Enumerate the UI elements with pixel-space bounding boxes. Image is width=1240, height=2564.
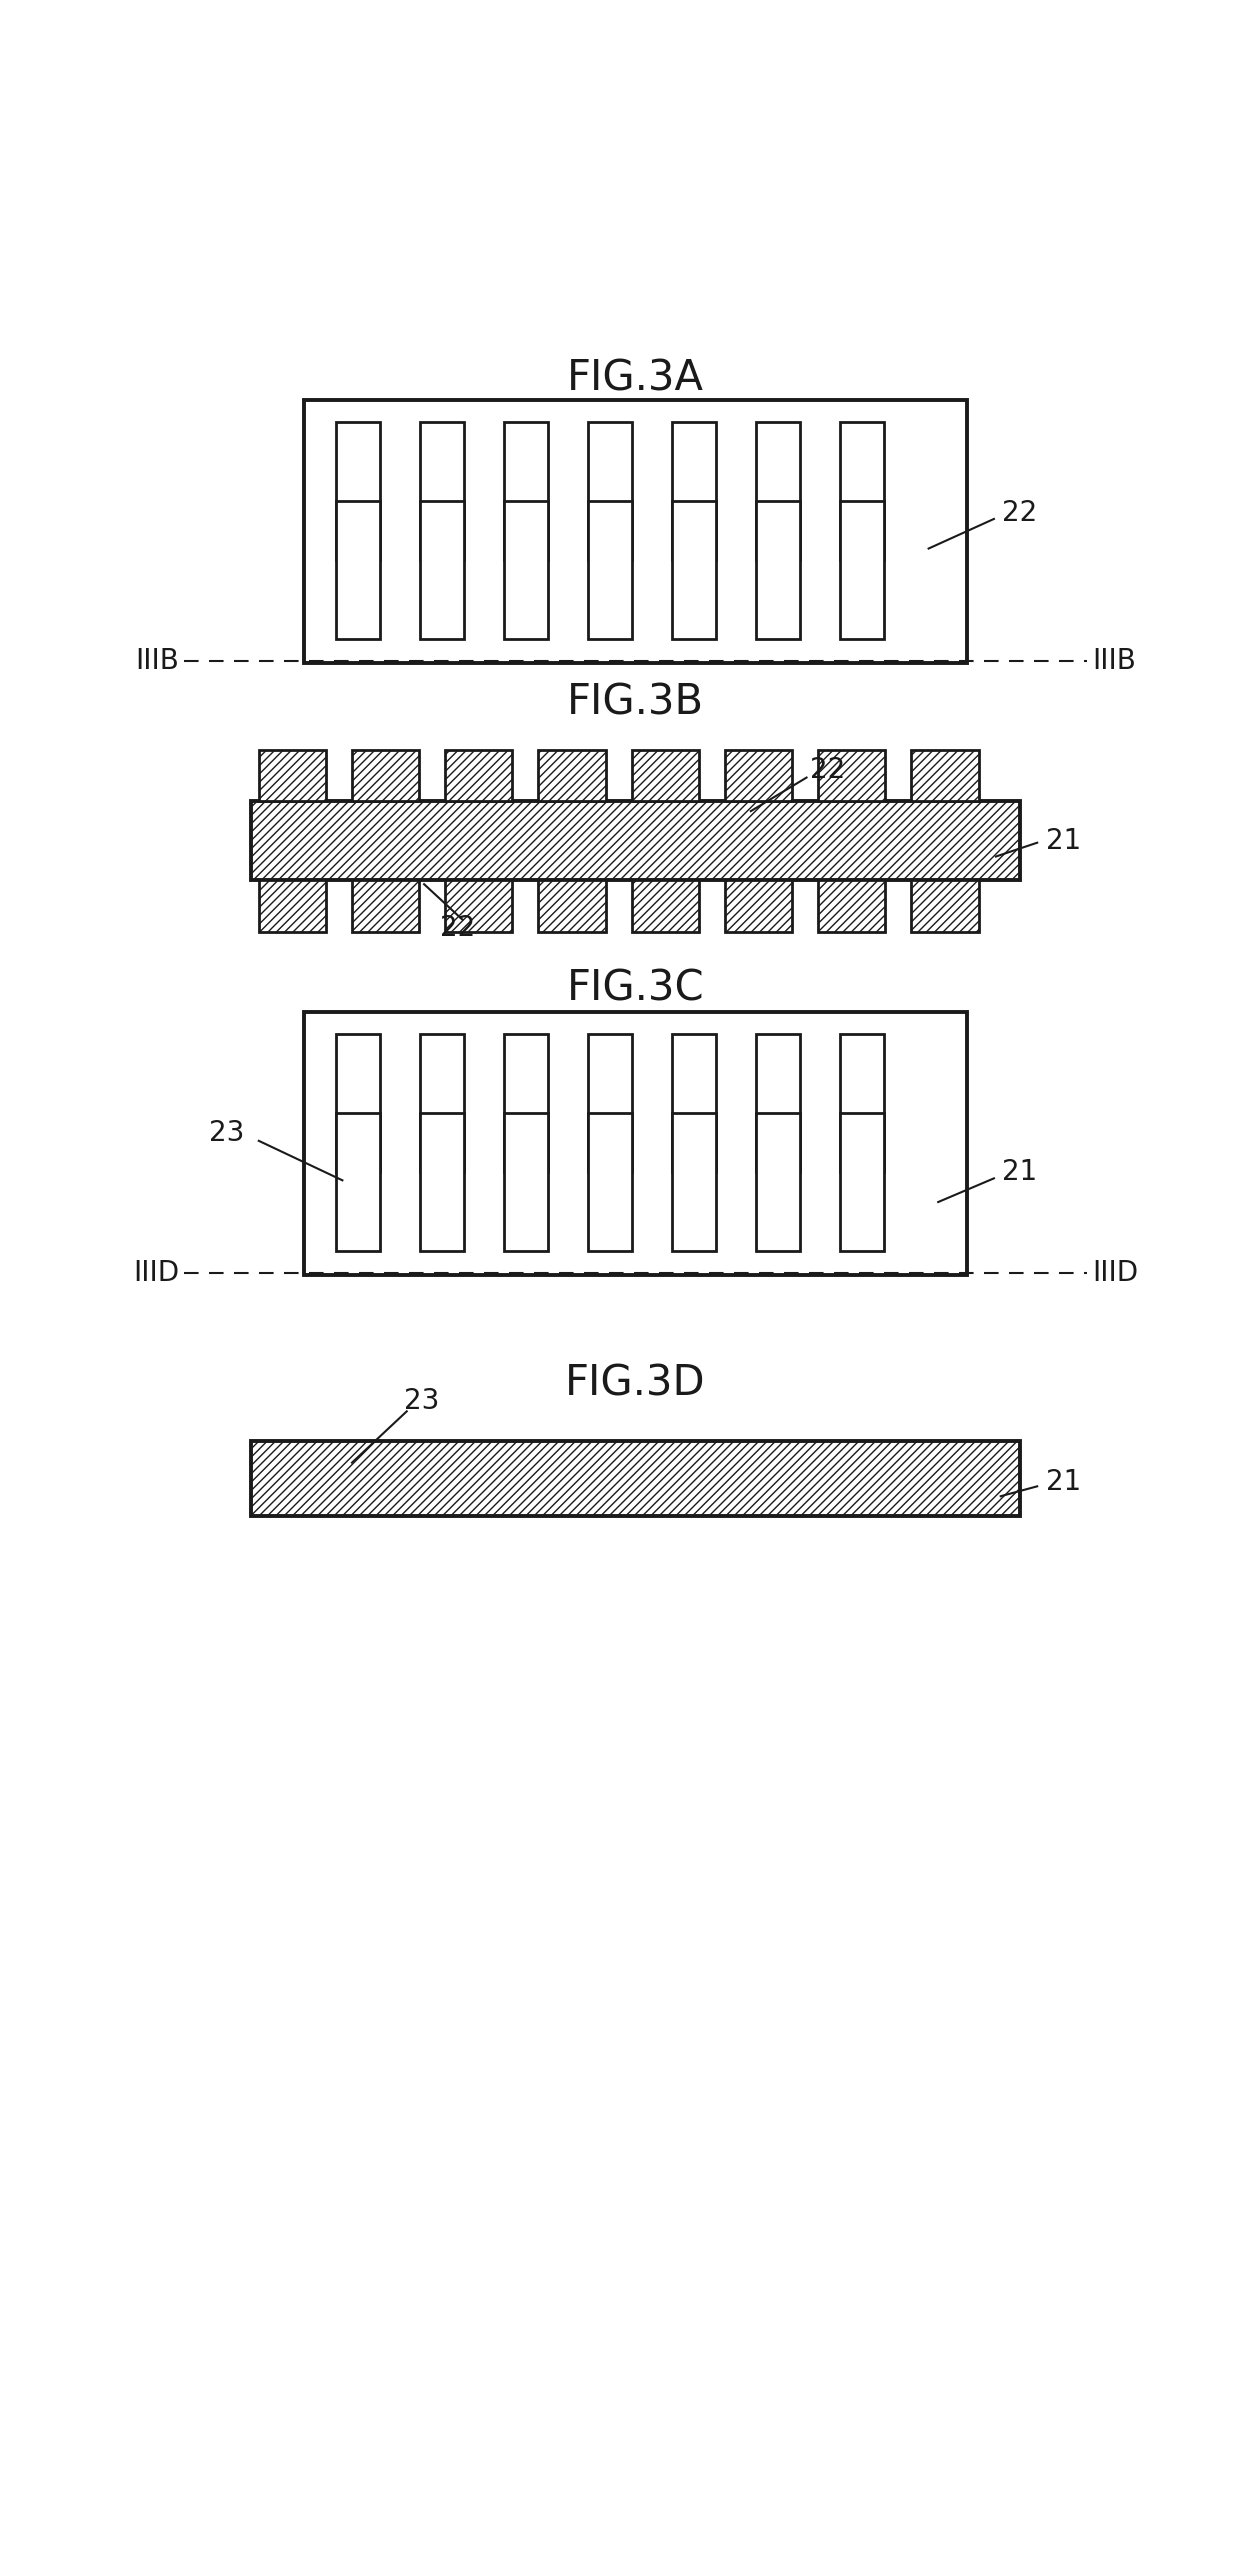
Bar: [538, 879, 605, 931]
Bar: [259, 749, 326, 800]
Text: 21: 21: [1045, 826, 1081, 854]
Bar: [445, 749, 512, 800]
Bar: [304, 400, 967, 664]
Bar: [672, 1033, 717, 1172]
Bar: [304, 1013, 967, 1274]
Bar: [672, 423, 717, 562]
Bar: [818, 879, 885, 931]
Bar: [420, 1113, 464, 1251]
Bar: [588, 423, 632, 562]
Bar: [336, 1113, 379, 1251]
Text: 23: 23: [404, 1387, 440, 1415]
Bar: [725, 749, 792, 800]
Bar: [756, 1033, 800, 1172]
Bar: [336, 500, 379, 638]
Bar: [841, 1033, 884, 1172]
Bar: [911, 879, 978, 931]
Bar: [818, 749, 885, 800]
Bar: [538, 749, 605, 800]
Text: IIIB: IIIB: [1092, 646, 1136, 674]
Bar: [672, 1113, 717, 1251]
Bar: [250, 800, 1021, 879]
Bar: [503, 1033, 548, 1172]
Bar: [445, 879, 512, 931]
Text: 23: 23: [210, 1118, 244, 1146]
Text: FIG.3A: FIG.3A: [567, 359, 704, 400]
Text: IIID: IIID: [1092, 1259, 1138, 1287]
Bar: [503, 423, 548, 562]
Bar: [756, 500, 800, 638]
Bar: [503, 1113, 548, 1251]
Text: IIID: IIID: [133, 1259, 179, 1287]
Text: 21: 21: [1002, 1159, 1038, 1187]
Text: IIIB: IIIB: [135, 646, 179, 674]
Bar: [841, 1113, 884, 1251]
Bar: [841, 423, 884, 562]
Bar: [420, 1033, 464, 1172]
Bar: [588, 1033, 632, 1172]
Bar: [420, 500, 464, 638]
Bar: [911, 749, 978, 800]
Bar: [588, 1113, 632, 1251]
Bar: [631, 879, 699, 931]
Bar: [631, 749, 699, 800]
Bar: [756, 423, 800, 562]
Bar: [336, 423, 379, 562]
Text: FIG.3D: FIG.3D: [565, 1361, 706, 1405]
Bar: [672, 500, 717, 638]
Bar: [503, 500, 548, 638]
Text: 22: 22: [440, 913, 475, 941]
Bar: [725, 879, 792, 931]
Bar: [841, 500, 884, 638]
Text: 21: 21: [1045, 1469, 1081, 1497]
Text: 22: 22: [810, 756, 846, 785]
Bar: [420, 423, 464, 562]
Bar: [336, 1033, 379, 1172]
Bar: [756, 1113, 800, 1251]
Bar: [250, 1441, 1021, 1515]
Bar: [352, 749, 419, 800]
Bar: [259, 879, 326, 931]
Bar: [352, 879, 419, 931]
Text: FIG.3C: FIG.3C: [567, 967, 704, 1010]
Text: FIG.3B: FIG.3B: [567, 682, 704, 723]
Bar: [588, 500, 632, 638]
Text: 22: 22: [1002, 500, 1038, 528]
